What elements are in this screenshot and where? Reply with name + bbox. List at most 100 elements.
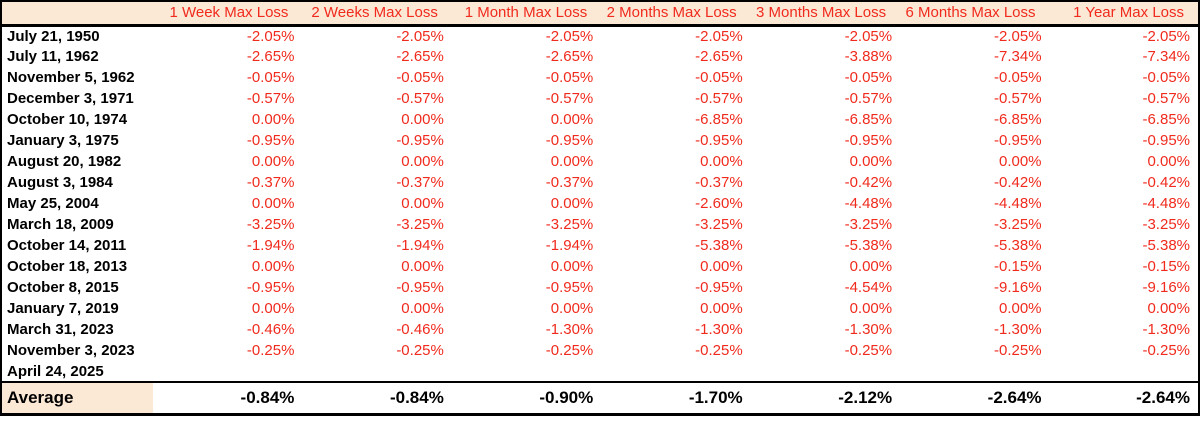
loss-value[interactable]: 0.00% [401,111,444,128]
row-date[interactable]: October 14, 2011 [7,237,127,254]
loss-value[interactable]: -2.05% [545,27,594,45]
loss-value[interactable] [601,361,750,382]
loss-value[interactable]: -1.30% [545,321,594,338]
loss-value[interactable]: 0.00% [251,300,295,317]
row-date[interactable]: October 18, 2013 [7,258,128,275]
loss-value[interactable]: 0.00% [700,258,743,275]
row-date[interactable]: August 3, 1984 [7,174,113,191]
loss-value[interactable]: -5.38% [695,237,743,254]
loss-value[interactable]: -2.65% [695,48,743,65]
column-header[interactable]: 1 Year Max Loss [1073,4,1184,22]
loss-value[interactable]: -2.05% [1142,27,1190,45]
loss-value[interactable]: 0.00% [998,300,1042,317]
loss-value[interactable]: -2.05% [695,27,743,45]
loss-value[interactable]: -7.34% [1142,48,1190,65]
loss-value[interactable]: -0.95% [246,132,295,149]
loss-value[interactable] [302,361,451,382]
loss-value[interactable]: -1.94% [545,237,594,254]
loss-value[interactable]: -4.48% [994,195,1042,212]
loss-value[interactable]: -0.25% [1142,342,1190,359]
loss-value[interactable]: -0.95% [844,132,893,149]
loss-value[interactable]: -0.37% [246,174,295,191]
loss-value[interactable]: -3.25% [545,216,594,233]
row-date[interactable]: December 3, 1971 [7,90,134,107]
loss-value[interactable]: 0.00% [849,258,893,275]
loss-value[interactable]: 0.00% [550,195,594,212]
loss-value[interactable]: -3.25% [1142,216,1190,233]
loss-value[interactable]: -0.25% [246,342,295,359]
average-value[interactable]: -2.64% [987,387,1042,407]
column-header[interactable]: 1 Month Max Loss [464,4,588,22]
loss-value[interactable]: -0.42% [994,174,1042,191]
loss-value[interactable]: -0.57% [246,90,295,107]
loss-value[interactable]: -9.16% [1142,279,1190,296]
loss-value[interactable]: -5.38% [844,237,893,254]
column-header[interactable]: 2 Months Max Loss [606,4,737,22]
loss-value[interactable]: -0.57% [844,90,893,107]
loss-value[interactable] [153,361,302,382]
loss-value[interactable]: -2.05% [246,27,295,45]
loss-value[interactable]: -0.46% [396,321,444,338]
loss-value[interactable]: -0.95% [695,279,743,296]
loss-value[interactable]: 0.00% [849,300,893,317]
loss-value[interactable]: -0.95% [1142,132,1190,149]
loss-value[interactable]: -0.25% [844,342,893,359]
loss-value[interactable]: 0.00% [251,111,295,128]
loss-value[interactable] [900,361,1049,382]
loss-value[interactable]: -0.57% [396,90,444,107]
average-value[interactable]: -0.84% [389,387,444,407]
loss-value[interactable]: -0.95% [545,132,594,149]
loss-value[interactable]: -4.48% [1142,195,1190,212]
loss-value[interactable]: -0.57% [545,90,594,107]
loss-value[interactable]: 0.00% [401,300,444,317]
loss-value[interactable]: 0.00% [849,153,893,170]
row-date[interactable]: November 5, 1962 [7,69,135,86]
row-date[interactable]: May 25, 2004 [7,195,99,212]
loss-value[interactable]: -0.25% [994,342,1042,359]
loss-value[interactable]: -5.38% [1142,237,1190,254]
loss-value[interactable]: -2.60% [695,195,743,212]
loss-value[interactable]: -2.65% [396,48,444,65]
row-date[interactable]: July 21, 1950 [7,27,100,45]
column-header[interactable]: 1 Week Max Loss [169,4,289,22]
loss-value[interactable]: 0.00% [251,258,295,275]
average-value[interactable]: -0.90% [539,387,594,407]
average-value[interactable]: -0.84% [240,387,295,407]
loss-value[interactable]: -0.37% [396,174,444,191]
loss-value[interactable]: 0.00% [700,153,743,170]
loss-value[interactable]: 0.00% [251,195,295,212]
loss-value[interactable]: -6.85% [695,111,743,128]
row-date[interactable]: August 20, 1982 [7,153,122,170]
loss-value[interactable]: -0.15% [994,258,1042,275]
loss-value[interactable]: 0.00% [401,153,444,170]
loss-value[interactable]: -0.25% [545,342,594,359]
loss-value[interactable]: -0.05% [994,69,1042,86]
loss-value[interactable] [452,361,601,382]
row-date[interactable]: January 7, 2019 [7,300,119,317]
loss-value[interactable]: 0.00% [550,153,594,170]
row-date[interactable]: January 3, 1975 [7,132,119,149]
loss-value[interactable]: 0.00% [251,153,295,170]
loss-value[interactable]: -2.05% [844,27,893,45]
row-date[interactable]: November 3, 2023 [7,342,135,359]
row-date[interactable]: March 18, 2009 [7,216,114,233]
loss-value[interactable]: -1.30% [844,321,893,338]
loss-value[interactable]: -0.25% [396,342,444,359]
loss-value[interactable]: -0.42% [1142,174,1190,191]
loss-value[interactable]: -0.95% [695,132,743,149]
loss-value[interactable]: -3.88% [844,48,893,65]
loss-value[interactable] [751,361,900,382]
loss-value[interactable] [1050,361,1199,382]
loss-value[interactable]: 0.00% [1147,300,1190,317]
loss-value[interactable]: -0.37% [695,174,743,191]
loss-value[interactable]: -0.95% [545,279,594,296]
loss-value[interactable]: -2.05% [396,27,444,45]
average-value[interactable]: -2.64% [1136,387,1190,407]
row-date[interactable]: April 24, 2025 [7,362,104,380]
loss-value[interactable]: -1.94% [246,237,295,254]
loss-value[interactable]: -5.38% [994,237,1042,254]
loss-value[interactable]: 0.00% [401,195,444,212]
row-date[interactable]: October 10, 1974 [7,111,128,128]
loss-value[interactable]: -0.05% [695,69,743,86]
loss-value[interactable]: -6.85% [844,111,893,128]
